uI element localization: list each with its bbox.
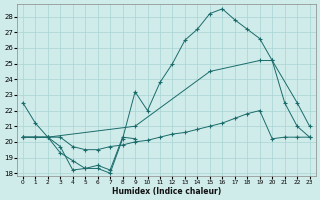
X-axis label: Humidex (Indice chaleur): Humidex (Indice chaleur)	[112, 187, 221, 196]
